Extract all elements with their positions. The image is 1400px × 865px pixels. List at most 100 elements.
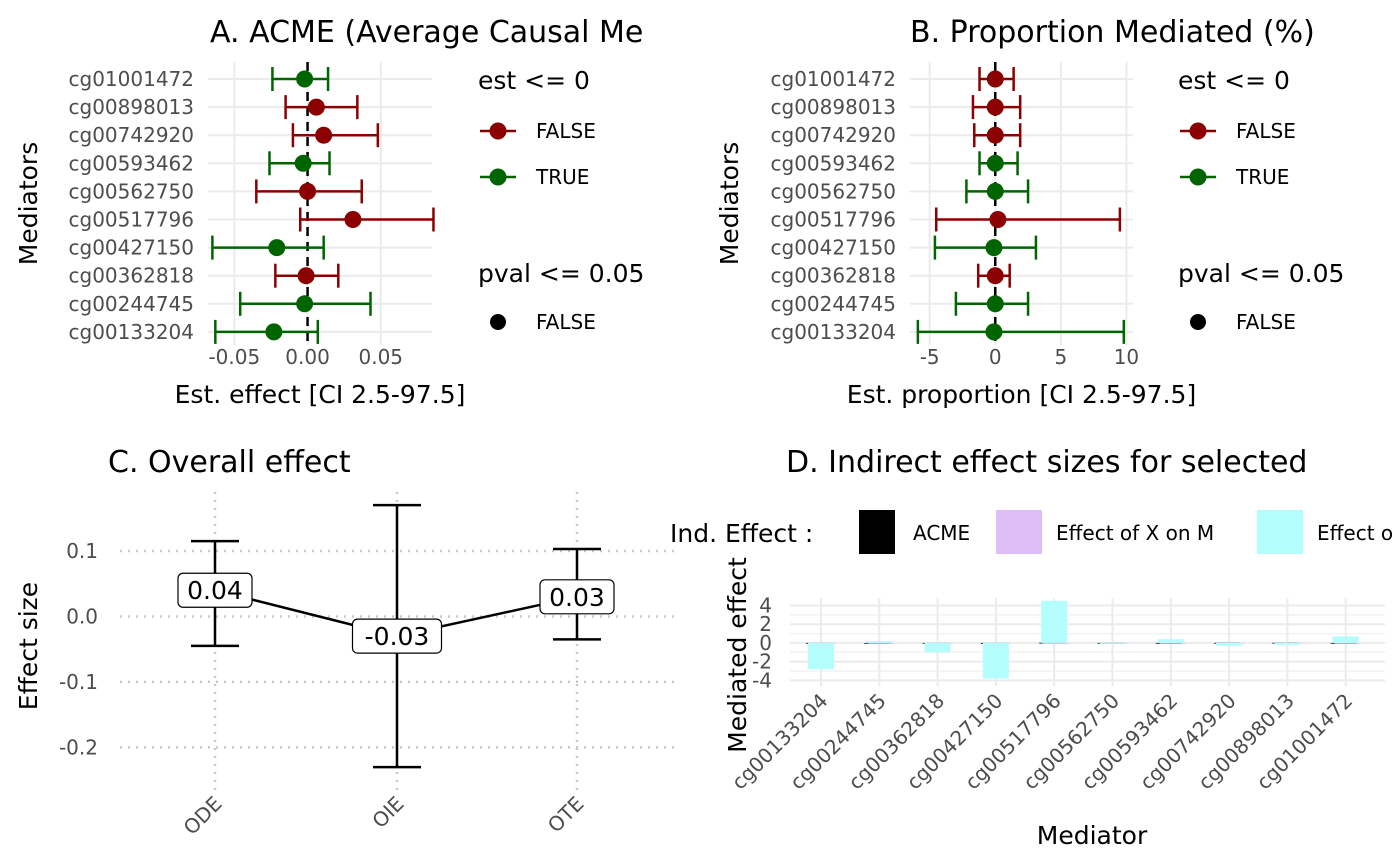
- legend-label: Effect of X on M: [1056, 521, 1214, 545]
- panel-a-acme: A. ACME (Average Causal Me est <= 0 pval…: [14, 15, 644, 409]
- legend-label: Effect o: [1317, 521, 1393, 545]
- y-tick-label: cg00133204: [771, 320, 897, 344]
- data-point: [986, 126, 1004, 144]
- y-tick-label: cg00244745: [69, 292, 195, 316]
- y-tick-label: cg00362818: [771, 264, 897, 288]
- bar: [982, 642, 1009, 679]
- bar: [1041, 600, 1068, 643]
- y-tick-label: 0: [759, 631, 772, 655]
- data-point: [986, 295, 1004, 313]
- bar: [1099, 642, 1126, 644]
- data-point: [299, 182, 317, 200]
- legend-key-point: [1189, 122, 1207, 140]
- x-axis-title: Est. effect [CI 2.5-97.5]: [175, 380, 466, 409]
- legend-label: FALSE: [536, 310, 596, 334]
- legend-key: [859, 510, 895, 554]
- value-label: 0.03: [549, 583, 605, 612]
- data-point: [989, 211, 1007, 228]
- bar: [1157, 639, 1184, 643]
- bar: [1334, 642, 1361, 644]
- legend-key: [996, 510, 1042, 554]
- legend-key-point: [489, 168, 507, 186]
- x-axis-title: Est. proportion [CI 2.5-97.5]: [847, 380, 1196, 409]
- data-point: [986, 154, 1004, 172]
- panel-c-title: C. Overall effect: [108, 445, 351, 480]
- value-label: 0.04: [187, 576, 243, 605]
- data-point: [986, 70, 1004, 88]
- data-point: [315, 126, 333, 144]
- panel-b-legend-est-title: est <= 0: [1178, 66, 1290, 95]
- y-tick-label: 0.0: [66, 604, 98, 628]
- y-tick-label: cg00427150: [69, 236, 195, 260]
- y-axis-title: Mediators: [715, 142, 744, 266]
- bar: [924, 642, 951, 653]
- y-tick-label: -4: [752, 668, 772, 692]
- y-tick-label: cg00517796: [771, 208, 897, 232]
- value-label-box: [177, 572, 253, 608]
- bar: [1332, 636, 1359, 643]
- legend-key: [1257, 510, 1303, 554]
- data-point: [294, 154, 312, 172]
- y-tick-label: -0.2: [59, 735, 98, 759]
- y-tick-label: cg00593462: [69, 151, 195, 175]
- bar: [808, 642, 834, 670]
- panel-a-legend-est-title: est <= 0: [478, 66, 590, 95]
- y-tick-label: cg00898013: [771, 95, 897, 119]
- panel-d-title: D. Indirect effect sizes for selected: [786, 445, 1307, 480]
- legend-label: ACME: [913, 521, 970, 545]
- bar: [1043, 642, 1070, 644]
- data-point: [985, 323, 1003, 341]
- y-tick-label: cg00133204: [69, 320, 195, 344]
- y-tick-label: cg00427150: [771, 236, 897, 260]
- y-tick-label: 2: [759, 612, 772, 636]
- panel-d-indirect: D. Indirect effect sizes for selected In…: [670, 445, 1393, 850]
- bar: [1159, 642, 1186, 644]
- y-tick-label: cg00244745: [771, 292, 897, 316]
- x-tick-label: 5: [1054, 345, 1067, 369]
- panel-b-proportion: B. Proportion Mediated (%) est <= 0 pval…: [715, 15, 1344, 409]
- legend-key-point: [489, 122, 507, 140]
- legend-key-point: [1190, 314, 1206, 330]
- y-axis-title: Mediators: [14, 142, 43, 266]
- value-label-box: [539, 579, 615, 615]
- y-tick-label: cg00362818: [69, 264, 195, 288]
- x-tick-label: 0.00: [285, 345, 330, 369]
- y-tick-label: cg01001472: [771, 67, 897, 91]
- data-point: [986, 98, 1004, 116]
- panel-b-legend-pval-title: pval <= 0.05: [1178, 259, 1344, 288]
- x-tick-label: -0.05: [208, 345, 260, 369]
- x-tick-label: ODE: [179, 792, 227, 840]
- legend-key-point: [1189, 168, 1207, 186]
- legend-key-point: [490, 314, 506, 330]
- bar: [1274, 642, 1301, 645]
- data-point: [344, 211, 362, 228]
- bar: [866, 641, 893, 643]
- bar: [1216, 642, 1243, 646]
- panel-b-title: B. Proportion Mediated (%): [910, 15, 1315, 50]
- y-tick-label: cg00593462: [771, 151, 897, 175]
- legend-label: TRUE: [535, 165, 589, 189]
- y-tick-label: 4: [759, 593, 772, 617]
- data-point: [985, 239, 1003, 257]
- data-point: [986, 182, 1004, 200]
- y-tick-label: 0.1: [66, 539, 98, 563]
- panel-d-legend-title: Ind. Effect :: [670, 519, 813, 548]
- data-point: [268, 239, 286, 257]
- y-tick-label: cg00562750: [771, 179, 897, 203]
- data-point: [307, 98, 325, 116]
- y-tick-label: cg00562750: [69, 179, 195, 203]
- x-tick-label: -5: [920, 345, 940, 369]
- x-tick-label: 0.05: [358, 345, 403, 369]
- y-axis-title: Effect size: [14, 582, 43, 710]
- data-point: [986, 267, 1004, 285]
- legend-label: FALSE: [1236, 310, 1296, 334]
- y-tick-label: cg00517796: [69, 208, 195, 232]
- value-label: -0.03: [365, 622, 430, 651]
- y-tick-label: cg01001472: [69, 67, 195, 91]
- data-point: [265, 323, 283, 341]
- legend-label: TRUE: [1235, 165, 1289, 189]
- x-tick-label: 10: [1114, 345, 1139, 369]
- x-tick-label: OIE: [367, 792, 408, 833]
- x-axis-title: Mediator: [1037, 821, 1148, 850]
